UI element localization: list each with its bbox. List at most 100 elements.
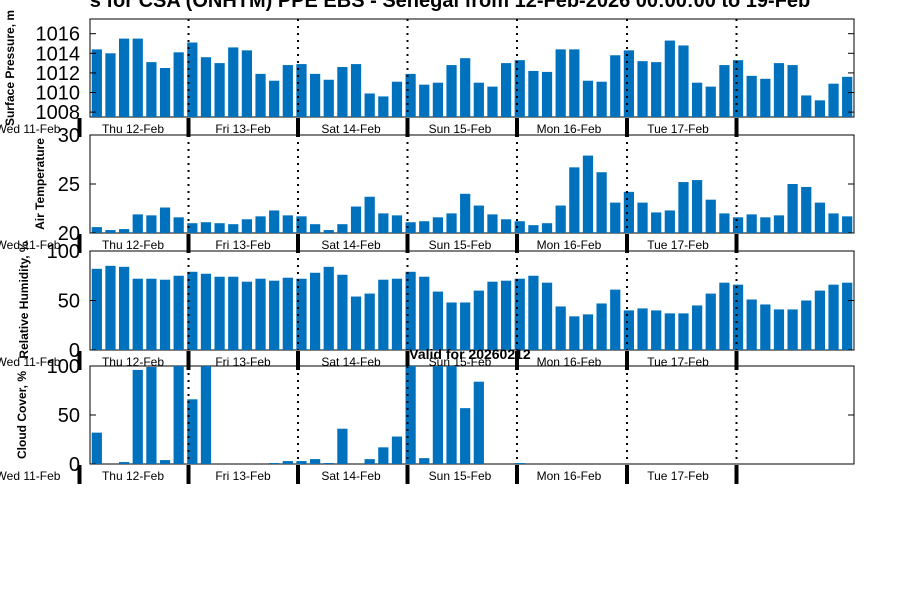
bar [118, 229, 130, 233]
bar [473, 381, 484, 464]
bar [214, 223, 225, 233]
bar [610, 202, 621, 233]
x-tick-label: Thu 12-Feb [102, 238, 164, 252]
bar [391, 81, 403, 117]
bar [691, 305, 703, 350]
bar [419, 84, 430, 117]
bar [323, 266, 334, 350]
bar [323, 463, 334, 464]
bar [460, 302, 471, 350]
bar [760, 304, 771, 350]
bar [582, 314, 594, 350]
bar [228, 47, 239, 117]
bar [555, 49, 566, 117]
bar [405, 366, 416, 464]
bar [773, 309, 785, 350]
x-tick-label: Tue 17-Feb [647, 355, 709, 369]
bar [173, 52, 184, 117]
bar [623, 50, 635, 117]
bar [460, 193, 471, 233]
plot-frame [89, 18, 855, 118]
bar [801, 186, 812, 233]
bar [541, 282, 553, 350]
x-tick-label: Sat 14-Feb [321, 122, 381, 136]
bar [691, 82, 703, 117]
bar [732, 284, 744, 350]
bar [432, 366, 444, 464]
bar [719, 282, 730, 350]
bar [487, 281, 498, 350]
bar [337, 224, 348, 233]
bar [282, 215, 293, 233]
bar [255, 73, 266, 117]
bar [446, 366, 457, 464]
bar [787, 65, 798, 117]
bar [118, 462, 130, 464]
x-tick-label: Fri 13-Feb [215, 355, 271, 369]
bar [528, 275, 539, 350]
bar [732, 217, 744, 233]
bar [773, 215, 785, 233]
bar [842, 216, 853, 233]
bar [255, 216, 266, 233]
bar [132, 214, 143, 233]
bar [91, 49, 102, 117]
bar [801, 300, 812, 350]
bar [350, 296, 362, 350]
bar [500, 280, 512, 350]
bar [637, 202, 648, 233]
bar [405, 73, 416, 117]
bar [91, 227, 102, 233]
x-tick-label: Tue 17-Feb [647, 469, 709, 483]
x-tick-label: Fri 13-Feb [215, 122, 271, 136]
bar [610, 55, 621, 117]
bar [842, 76, 853, 117]
y-tick-label: 1008 [36, 102, 81, 124]
bar [487, 214, 498, 233]
bar [596, 303, 607, 350]
y-tick-label: 1012 [36, 63, 81, 85]
bar [200, 366, 212, 464]
bar [364, 196, 375, 233]
bar [691, 180, 703, 233]
bar [105, 265, 116, 350]
x-tick-label: Sun 15-Feb [429, 469, 492, 483]
bar [391, 278, 403, 350]
bar [664, 313, 675, 350]
bar [651, 310, 662, 350]
bar [746, 214, 757, 233]
x-tick-label: Mon 16-Feb [537, 122, 602, 136]
bar [814, 290, 826, 350]
bar [364, 459, 375, 464]
bar [528, 70, 539, 117]
bar [787, 184, 798, 233]
bar [719, 213, 730, 233]
bar [228, 276, 239, 350]
panel-3: 0 50 100 Relative Humidity, %Wed 11-Feb Thu … [0, 241, 855, 370]
x-tick-label: Thu 12-Feb [102, 469, 164, 483]
bar [378, 213, 389, 233]
bar [214, 276, 225, 350]
y-tick-label: 1016 [36, 24, 81, 46]
bar [269, 80, 280, 117]
bar [282, 461, 293, 464]
bar [651, 62, 662, 117]
x-tick-label: Sat 14-Feb [321, 238, 381, 252]
y-tick-label: 0 [69, 340, 80, 362]
x-tick-label: Mon 16-Feb [537, 355, 602, 369]
bar [719, 65, 730, 117]
bar [828, 83, 839, 117]
x-tick-label: Fri 13-Feb [215, 238, 271, 252]
bar [446, 213, 457, 233]
y-tick-label: 20 [58, 223, 80, 245]
bar [500, 219, 512, 233]
bar [378, 279, 389, 350]
x-tick-label: Mon 16-Feb [537, 469, 602, 483]
bar [323, 79, 334, 117]
panel-4: 0 50 100 Cloud Cover, % Wed 11-Feb Thu 12-Feb… [0, 356, 855, 484]
bar [787, 309, 798, 350]
bar [159, 460, 171, 464]
bar [528, 225, 539, 233]
bar [419, 276, 430, 350]
